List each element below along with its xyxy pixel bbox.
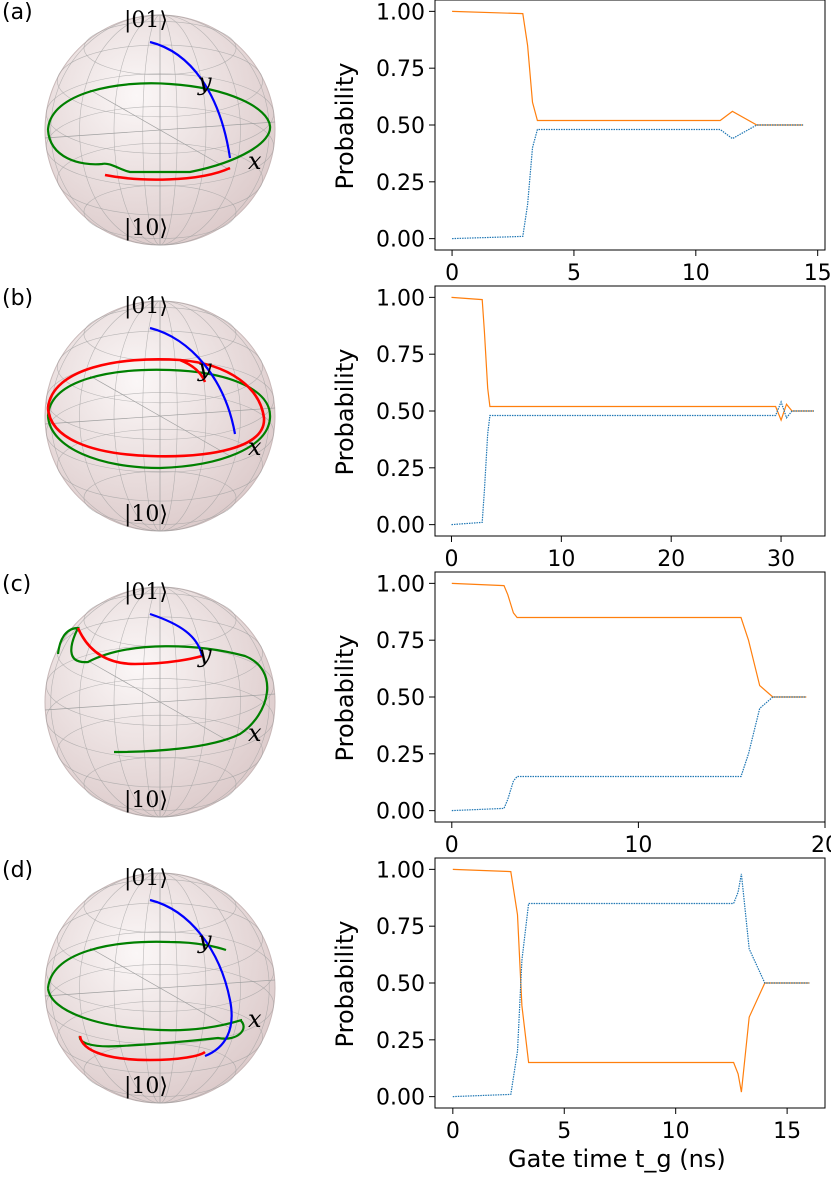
- ket-top-a: |01⟩: [124, 8, 168, 33]
- bloch-sphere-b: [44, 300, 276, 532]
- ket-top-d: |01⟩: [124, 866, 168, 891]
- trajectory-red: [104, 166, 231, 181]
- probability-plot-c: 0.00 0.25 0.50 0.75 1.00 0 10 20: [376, 571, 831, 858]
- panel-label-d: (d): [2, 858, 34, 883]
- x-tick-label: 10: [662, 1119, 690, 1144]
- y-tick-label: 0.25: [376, 171, 425, 196]
- probability-plot-b: 0.00 0.25 0.50 0.75 1.00 0 10 20 30: [376, 285, 826, 572]
- trajectory-blue: [149, 40, 232, 159]
- series-line-blue: [451, 696, 807, 812]
- panel-label-a: (a): [2, 0, 33, 25]
- x-axis-line: [89, 947, 231, 1029]
- ket-bottom-a: |10⟩: [124, 216, 168, 241]
- bloch-sphere-d: [44, 872, 276, 1104]
- ket-top-c: |01⟩: [124, 580, 168, 605]
- x-tick-label: 30: [767, 547, 795, 572]
- x-tick-label: 5: [567, 261, 581, 286]
- series-line-orange: [451, 582, 807, 698]
- y-tick-label: 0.50: [376, 972, 425, 997]
- x-tick-label: 0: [446, 1119, 460, 1144]
- y-tick-label: 1.00: [376, 0, 425, 25]
- x-tick-label: 0: [445, 833, 459, 858]
- y-tick-label: 0.00: [376, 1086, 425, 1111]
- y-tick-label: 0.25: [376, 457, 425, 482]
- y-tick-label: 1.00: [376, 572, 425, 597]
- trajectory-blue: [149, 326, 237, 435]
- axis-y-label-b: y: [198, 354, 212, 382]
- x-tick-label: 20: [811, 833, 831, 858]
- series-line-blue: [452, 873, 810, 1098]
- y-tick-label: 0.75: [376, 629, 425, 654]
- plot-frame: [434, 285, 826, 537]
- panel-label-c: (c): [2, 572, 32, 597]
- ket-bottom-d: |10⟩: [124, 1074, 168, 1099]
- probability-plot-d: 0.00 0.25 0.50 0.75 1.00 0 5 10 15: [376, 857, 826, 1144]
- x-tick-label: 10: [682, 261, 710, 286]
- bloch-sphere-a: [44, 14, 276, 246]
- trajectory-green: [46, 368, 272, 470]
- x-tick-label: 15: [773, 1119, 801, 1144]
- axis-x-label-b: x: [248, 433, 262, 461]
- y-tick-label: 0.00: [376, 800, 425, 825]
- series-line-blue: [452, 124, 804, 240]
- y-tick-label: 0.75: [376, 915, 425, 940]
- axis-y-label-c: y: [198, 640, 212, 668]
- y-tick-label: 0.75: [376, 57, 425, 82]
- y-tick-label: 0.00: [376, 228, 425, 253]
- y-tick-label: 0.00: [376, 514, 425, 539]
- x-tick-label: 20: [657, 547, 685, 572]
- x-tick-label: 15: [804, 261, 831, 286]
- x-tick-label: 10: [624, 833, 652, 858]
- series-line-orange: [452, 868, 810, 1093]
- trajectory-red: [78, 1035, 206, 1062]
- plot-frame: [434, 571, 826, 823]
- probability-plot-a: 0.00 0.25 0.50 0.75 1.00 0 5 10 15: [376, 0, 831, 286]
- y-tick-label: 0.50: [376, 686, 425, 711]
- y-tick-label: 0.50: [376, 114, 425, 139]
- y-tick-label: 1.00: [376, 286, 425, 311]
- x-axis-line: [89, 89, 231, 171]
- trajectory-red: [46, 358, 266, 458]
- axis-y-label-d: y: [198, 926, 212, 954]
- bloch-sphere-c: [44, 586, 276, 818]
- axis-x-label-c: x: [248, 719, 262, 747]
- trajectory-blue: [149, 612, 204, 657]
- series-line-blue: [451, 400, 814, 526]
- axis-y-label-a: y: [198, 68, 212, 96]
- axis-x-label-d: x: [248, 1005, 262, 1033]
- ket-bottom-c: |10⟩: [124, 788, 168, 813]
- trajectory-green: [46, 82, 272, 174]
- y-tick-label: 0.50: [376, 400, 425, 425]
- x-axis-line: [89, 661, 231, 743]
- ket-top-b: |01⟩: [124, 294, 168, 319]
- panel-label-b: (b): [2, 286, 34, 311]
- series-line-orange: [451, 296, 814, 422]
- x-tick-label: 10: [547, 547, 575, 572]
- x-axis-line: [89, 375, 231, 457]
- x-axis-label-text: Gate time t_g (ns): [508, 1145, 726, 1173]
- x-tick-label: 0: [444, 547, 458, 572]
- y-tick-label: 0.75: [376, 343, 425, 368]
- x-axis-label: Gate time t_g (ns): [508, 1145, 726, 1173]
- x-tick-label: 0: [445, 261, 459, 286]
- trajectory-red: [76, 627, 203, 666]
- y-tick-label: 0.25: [376, 743, 425, 768]
- series-line-orange: [452, 10, 804, 126]
- x-tick-label: 5: [557, 1119, 571, 1144]
- trajectory-blue: [149, 898, 233, 1058]
- y-tick-label: 0.25: [376, 1029, 425, 1054]
- axis-x-label-a: x: [248, 147, 262, 175]
- ket-bottom-b: |10⟩: [124, 502, 168, 527]
- y-tick-label: 1.00: [376, 858, 425, 883]
